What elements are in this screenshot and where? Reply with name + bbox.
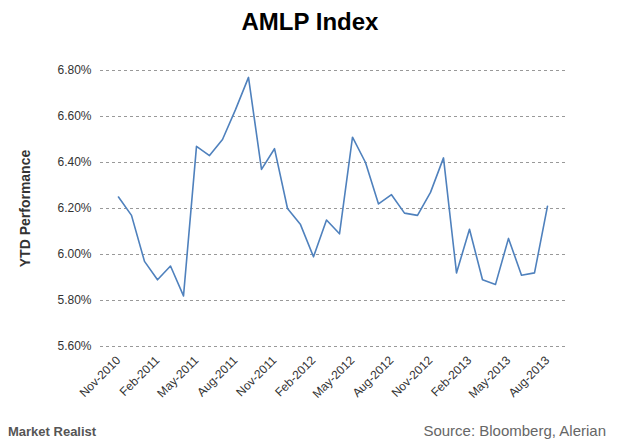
svg-text:6.60%: 6.60% [57,109,91,123]
svg-text:5.60%: 5.60% [57,339,91,353]
html-text:Market Realist: Market Realist [8,424,97,439]
svg-text:YTD Performance: YTD Performance [17,150,33,268]
svg-text:Feb-2012: Feb-2012 [272,353,319,400]
svg-text:6.20%: 6.20% [57,201,91,215]
svg-text:Nov-2011: Nov-2011 [233,353,279,399]
svg-text:Aug-2011: Aug-2011 [194,353,240,399]
svg-text:Nov-2012: Nov-2012 [389,353,436,400]
svg-text:5.80%: 5.80% [57,293,91,307]
svg-text:Aug-2012: Aug-2012 [350,353,397,400]
svg-text:May-2011: May-2011 [154,353,201,400]
svg-text:6.00%: 6.00% [57,247,91,261]
svg-text:6.40%: 6.40% [57,155,91,169]
svg-text:6.80%: 6.80% [57,63,91,77]
svg-text:Feb-2013: Feb-2013 [428,353,475,400]
svg-text:Feb-2011: Feb-2011 [116,353,163,399]
svg-text:Aug-2013: Aug-2013 [506,353,553,400]
svg-text:May-2013: May-2013 [466,353,514,401]
html-text:AMLP Index: AMLP Index [241,8,379,35]
svg-text:Nov-2010: Nov-2010 [77,353,124,400]
svg-text:May-2012: May-2012 [310,353,358,401]
html-text:Source: Bloomberg, Alerian: Source: Bloomberg, Alerian [423,422,606,439]
